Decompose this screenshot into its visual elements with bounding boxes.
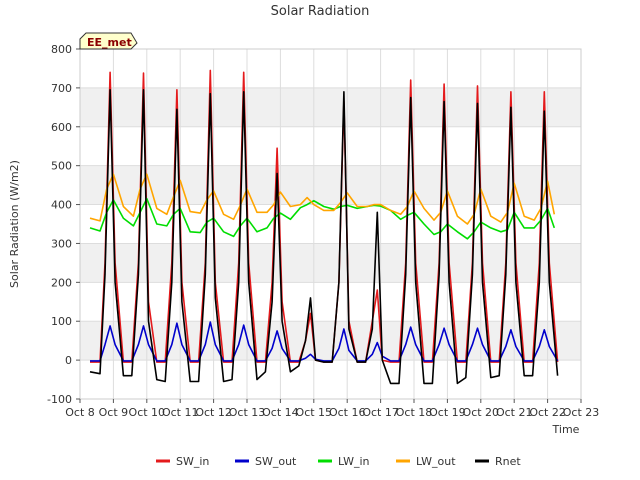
chart-title: Solar Radiation <box>271 4 370 19</box>
grid-band <box>80 321 581 361</box>
x-tick-label: Oct 21 <box>496 406 533 419</box>
y-tick-label: -100 <box>47 393 72 406</box>
grid-bands <box>80 87 581 361</box>
series-line-sw-out <box>90 321 559 362</box>
y-tick-label: 600 <box>51 121 72 134</box>
x-tick-label: Oct 19 <box>429 406 466 419</box>
x-tick-label: Oct 13 <box>229 406 266 419</box>
grid-band <box>80 87 581 127</box>
y-axis-label: Solar Radiation (W/m2) <box>8 160 21 288</box>
y-tick-label: 500 <box>51 160 72 173</box>
station-label-box: EE_met <box>79 32 138 50</box>
x-tick-label: Oct 15 <box>296 406 333 419</box>
legend-label-lw-out: LW_out <box>416 455 456 468</box>
x-tick-label: Oct 17 <box>362 406 399 419</box>
series-layer <box>89 69 559 385</box>
x-tick-label: Oct 20 <box>463 406 500 419</box>
series-line-lw-out <box>89 173 556 225</box>
series-line-lw-in <box>89 197 556 240</box>
x-tick-label: Oct 16 <box>329 406 366 419</box>
x-tick-label: Oct 10 <box>129 406 166 419</box>
station-label-background <box>79 32 138 50</box>
y-tick-label: 700 <box>51 82 72 95</box>
grid-band <box>80 165 581 205</box>
series-line-rnet <box>89 89 559 385</box>
x-tick-label: Oct 12 <box>195 406 232 419</box>
station-label: EE_met <box>87 36 132 49</box>
y-tick-label: 800 <box>51 43 72 56</box>
x-tick-label: Oct 11 <box>162 406 199 419</box>
legend-label-rnet: Rnet <box>495 455 521 468</box>
x-tick-label: Oct 18 <box>396 406 433 419</box>
y-tick-label: 300 <box>51 237 72 250</box>
grid-band <box>80 243 581 283</box>
y-tick-label: 200 <box>51 276 72 289</box>
plot-frame <box>79 48 582 400</box>
x-tick-label: Oct 8 <box>65 406 95 419</box>
y-tick-labels: -100 0 100 200 300 400 500 600 700 800 <box>47 43 80 406</box>
x-tick-label: Oct 22 <box>529 406 566 419</box>
x-tick-label: Oct 23 <box>563 406 600 419</box>
legend-label-sw-out: SW_out <box>255 455 297 468</box>
x-tick-label: Oct 9 <box>99 406 129 419</box>
y-tick-label: 100 <box>51 315 72 328</box>
x-tick-label: Oct 14 <box>262 406 299 419</box>
legend-label-lw-in: LW_in <box>338 455 370 468</box>
legend-label-sw-in: SW_in <box>176 455 209 468</box>
legend: SW_in SW_out LW_in LW_out Rnet <box>156 455 521 468</box>
x-axis-label: Time <box>552 423 580 436</box>
y-tick-label: 400 <box>51 199 72 212</box>
y-tick-label: 0 <box>65 354 72 367</box>
